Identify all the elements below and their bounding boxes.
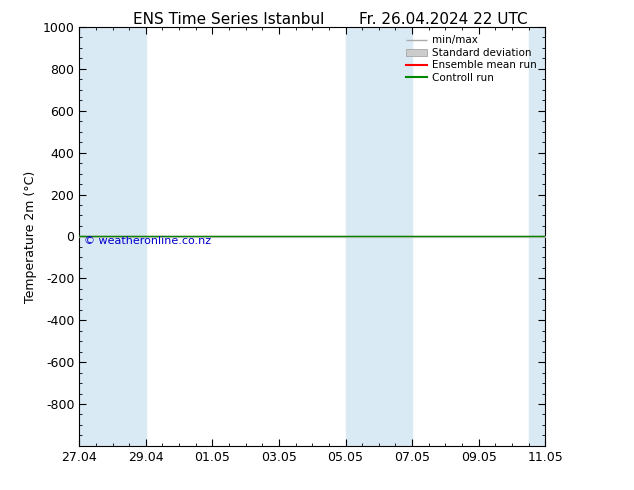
Bar bbox=[79, 27, 146, 446]
Bar bbox=[529, 27, 545, 446]
Text: Fr. 26.04.2024 22 UTC: Fr. 26.04.2024 22 UTC bbox=[359, 12, 528, 27]
Legend: min/max, Standard deviation, Ensemble mean run, Controll run: min/max, Standard deviation, Ensemble me… bbox=[402, 31, 541, 87]
Bar bbox=[545, 27, 562, 446]
Bar bbox=[346, 27, 412, 446]
Text: ENS Time Series Istanbul: ENS Time Series Istanbul bbox=[133, 12, 324, 27]
Text: © weatheronline.co.nz: © weatheronline.co.nz bbox=[84, 236, 211, 245]
Y-axis label: Temperature 2m (°C): Temperature 2m (°C) bbox=[24, 171, 37, 302]
